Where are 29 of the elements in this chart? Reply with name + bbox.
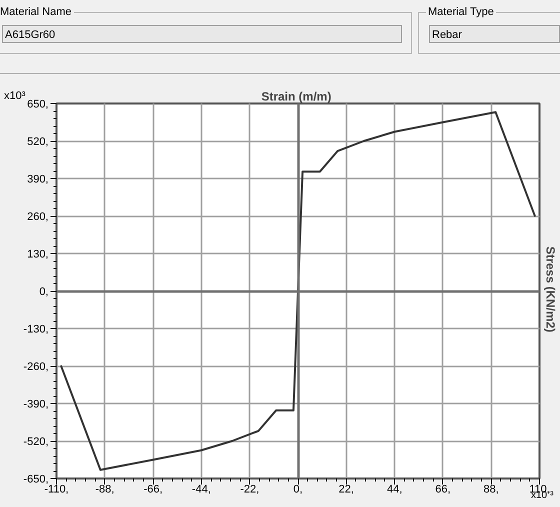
x-tick-label: 22, xyxy=(338,484,354,496)
y-tick-label: 260, xyxy=(27,211,49,223)
y-tick-label: -650, xyxy=(23,474,49,486)
y-tick-label: 130, xyxy=(27,248,49,260)
x-axis-title: Strain (m/m) xyxy=(261,90,332,104)
text: A615Gr60 xyxy=(2,25,402,43)
x-tick-label: 0, xyxy=(293,484,303,496)
y-tick-label: -390, xyxy=(23,398,49,410)
text: Material Type xyxy=(426,5,496,21)
text: Rebar xyxy=(429,25,560,43)
x-tick-label: 88, xyxy=(484,484,499,496)
x-tick-label: -66, xyxy=(144,484,163,496)
y-axis-title: Stress (KN/m2) xyxy=(544,246,558,332)
line-series xyxy=(60,111,536,471)
x-tick-label: 66, xyxy=(435,484,451,496)
y-tick-label: 650, xyxy=(27,98,49,110)
y-tick-label: 0, xyxy=(39,286,49,298)
y-tick-label: -520, xyxy=(23,436,49,448)
y-tick-label: -260, xyxy=(23,361,49,373)
x-tick-label: -44, xyxy=(192,484,211,496)
x-tick-label: 44, xyxy=(386,484,402,496)
y-tick-label: -130, xyxy=(23,324,49,336)
y-tick-label: 390, xyxy=(27,174,49,186)
x-tick-label: -88, xyxy=(95,484,114,496)
text: Material Name xyxy=(0,5,74,21)
x-tick-label: -110, xyxy=(44,484,69,496)
x-tick-label: -22, xyxy=(240,484,260,496)
y-tick-label: 520, xyxy=(27,136,49,148)
text: x10³ xyxy=(4,89,26,104)
